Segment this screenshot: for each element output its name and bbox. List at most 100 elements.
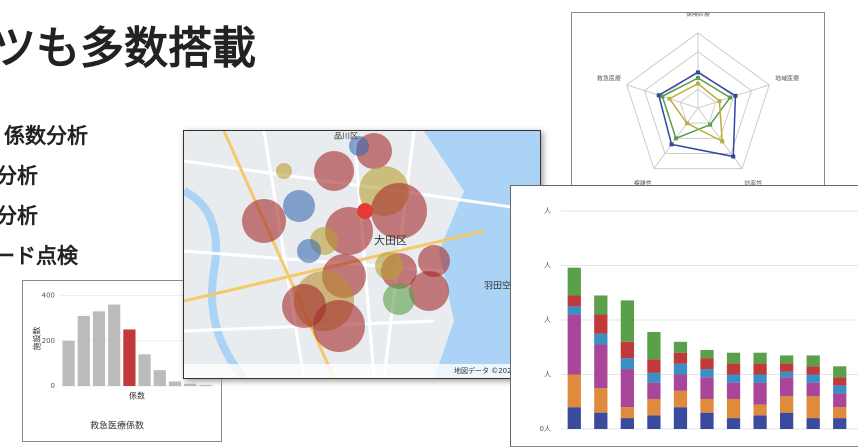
- bar-segment: [647, 399, 660, 415]
- bar-segment: [594, 413, 607, 429]
- bar-segment: [700, 399, 713, 413]
- bar-segment: [647, 332, 660, 359]
- y-tick-label: 0: [51, 382, 55, 390]
- chart: 保険診療地域医療効率性複雑性救急医療: [572, 13, 824, 203]
- radar-point: [667, 97, 671, 101]
- bar-segment: [780, 372, 793, 377]
- radar-point: [696, 70, 700, 74]
- bar-segment: [700, 369, 713, 377]
- radar-point: [696, 76, 700, 80]
- radar-point: [717, 99, 721, 103]
- bar-segment: [780, 355, 793, 363]
- bar-segment: [807, 355, 820, 366]
- bar-segment: [621, 342, 634, 358]
- bar: [154, 370, 166, 386]
- bar-segment: [780, 364, 793, 372]
- bar-segment: [727, 418, 740, 429]
- bar-segment: [807, 418, 820, 429]
- bar: [169, 381, 181, 386]
- bar: [93, 311, 105, 386]
- y-tick-label: 0人: [540, 425, 551, 433]
- bar-segment: [753, 415, 766, 429]
- radar-card: 保険診療地域医療効率性複雑性救急医療: [571, 12, 825, 204]
- bar-segment: [700, 377, 713, 399]
- bar-segment: [780, 377, 793, 396]
- y-tick-label: 人: [544, 262, 551, 270]
- map: 大田区 羽田空港 品川区 地図データ ©2022: [184, 131, 540, 378]
- bar-segment: [833, 407, 846, 418]
- bar-segment: [727, 383, 740, 399]
- bar-segment: [647, 415, 660, 429]
- y-tick-label: 人: [544, 371, 551, 379]
- y-tick-label: 人: [544, 207, 551, 215]
- bar-segment: [753, 404, 766, 415]
- bar-segment: [727, 375, 740, 383]
- title: ツも多数搭載: [0, 12, 256, 76]
- bullet: 分析: [0, 200, 38, 230]
- bar-segment: [647, 359, 660, 373]
- bar-segment: [621, 418, 634, 429]
- bar-segment: [780, 413, 793, 429]
- bar-segment: [568, 375, 581, 408]
- bar: [199, 385, 211, 386]
- chart-title: 救急医療係数: [90, 420, 144, 432]
- bar-segment: [594, 345, 607, 389]
- bar-segment: [594, 334, 607, 345]
- axis-label: 救急医療: [597, 75, 621, 83]
- bar-segment: [621, 407, 634, 418]
- radar-point: [660, 94, 664, 98]
- bullet: ード点検: [0, 240, 78, 270]
- bar-segment: [568, 315, 581, 375]
- bar: [184, 384, 196, 386]
- axis-label: 保険診療: [686, 13, 710, 18]
- bar-segment: [753, 364, 766, 375]
- bar-segment: [568, 407, 581, 429]
- bar-segment: [594, 315, 607, 334]
- radar-point: [685, 121, 689, 125]
- bar-segment: [753, 375, 766, 383]
- bar-segment: [833, 418, 846, 429]
- bar-segment: [727, 364, 740, 375]
- bar: [78, 316, 90, 386]
- y-tick-label: 400: [42, 292, 55, 300]
- bar-segment: [674, 353, 687, 364]
- x-axis-label: 係数: [129, 391, 145, 401]
- map-card: 大田区 羽田空港 品川区 地図データ ©2022: [183, 130, 541, 379]
- bar-segment: [647, 373, 660, 383]
- map-label: 大田区: [374, 233, 407, 247]
- bullet: 係数分析: [4, 120, 88, 150]
- y-tick-label: 人: [544, 316, 551, 324]
- radar-point: [670, 142, 674, 146]
- bar-segment: [833, 366, 846, 377]
- bar-segment: [594, 295, 607, 314]
- bar-segment: [674, 364, 687, 375]
- bar-segment: [700, 358, 713, 369]
- radar-point: [731, 155, 735, 159]
- bar-segment: [807, 375, 820, 383]
- bar-segment: [753, 383, 766, 405]
- bar-segment: [674, 342, 687, 353]
- stacked-card: 0人人人人人: [510, 185, 858, 447]
- bar-segment: [647, 383, 660, 399]
- bar-segment: [833, 385, 846, 393]
- radar-line: [669, 84, 722, 142]
- bar-segment: [594, 388, 607, 413]
- radar-point: [657, 93, 661, 97]
- bar-segment: [700, 413, 713, 429]
- bar-segment: [621, 300, 634, 341]
- radar-point: [720, 139, 724, 143]
- bar-segment: [807, 396, 820, 418]
- bar-segment: [568, 295, 581, 306]
- bar-segment: [727, 353, 740, 364]
- bullet: 分析: [0, 160, 38, 190]
- radar-point: [728, 96, 732, 100]
- map-label: 品川区: [334, 132, 358, 141]
- bar-segment: [753, 353, 766, 364]
- bar: [63, 341, 75, 386]
- y-tick-label: 200: [42, 337, 55, 345]
- bar: [123, 329, 135, 386]
- bar-segment: [674, 407, 687, 429]
- bar-segment: [621, 358, 634, 369]
